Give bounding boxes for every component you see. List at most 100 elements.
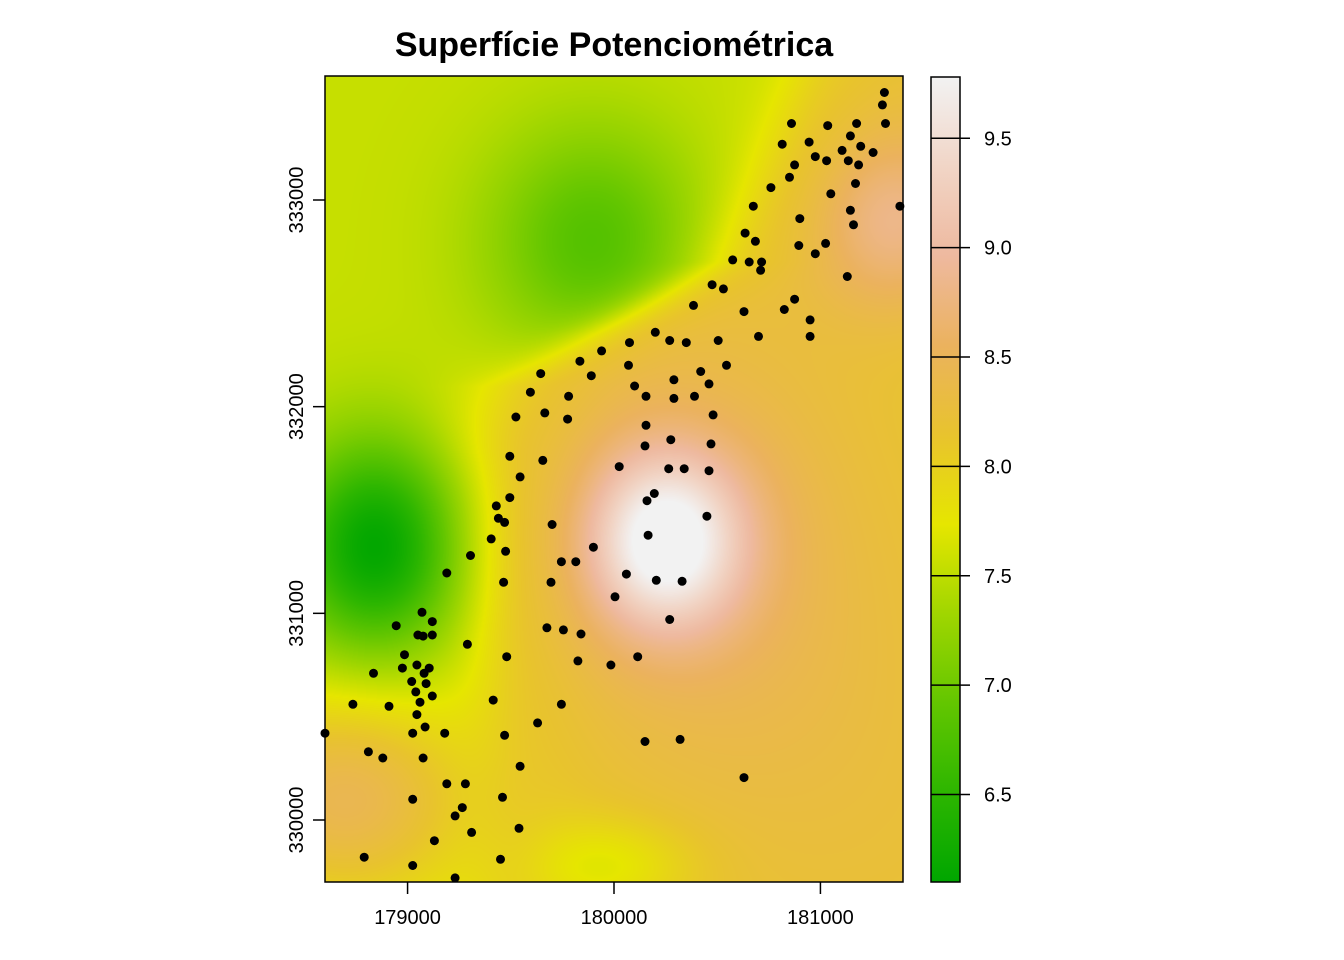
well-point: [442, 568, 452, 578]
well-point: [411, 687, 421, 697]
well-point: [564, 391, 574, 401]
well-point: [533, 718, 543, 728]
well-point: [514, 823, 524, 833]
well-point: [556, 699, 566, 709]
well-point: [649, 489, 659, 498]
y-axis: 330000 331000 332000 333000: [286, 167, 325, 854]
well-point: [348, 699, 358, 709]
well-point: [856, 141, 866, 151]
well-point: [505, 451, 515, 461]
well-point: [805, 315, 815, 325]
well-point: [665, 336, 675, 345]
well-point: [641, 391, 651, 401]
well-point: [624, 360, 633, 370]
well-point: [895, 201, 905, 211]
well-point: [790, 160, 800, 170]
chart-title: Superfície Potenciométrica: [395, 26, 834, 64]
y-tick-label: 330000: [286, 787, 308, 854]
well-point: [790, 294, 800, 304]
well-point: [877, 100, 887, 110]
well-point: [704, 379, 714, 389]
colorbar-tick-label: 7.5: [984, 566, 1012, 588]
well-point: [868, 148, 878, 157]
well-point: [739, 773, 749, 783]
well-point: [486, 534, 496, 544]
colorbar-tick-label: 9.0: [984, 238, 1012, 260]
well-point: [614, 462, 624, 472]
well-point: [677, 576, 687, 586]
well-point: [610, 592, 620, 602]
well-point: [391, 621, 401, 631]
well-point: [462, 639, 472, 649]
well-point: [563, 414, 573, 424]
well-point: [750, 236, 760, 246]
well-point: [429, 836, 439, 846]
well-point: [450, 811, 460, 821]
well-point: [542, 623, 552, 633]
well-point: [547, 520, 557, 529]
well-point: [664, 464, 674, 474]
well-point: [748, 201, 758, 211]
well-point: [606, 660, 616, 670]
well-point: [538, 455, 548, 465]
well-point: [740, 228, 750, 238]
well-point: [408, 728, 418, 738]
well-point: [707, 280, 717, 290]
x-axis: 179000 180000 181000: [374, 882, 854, 929]
colorbar-tick-label: 7.0: [984, 675, 1012, 697]
well-point: [651, 575, 661, 585]
well-point: [810, 152, 820, 162]
well-point: [837, 145, 847, 155]
well-point: [415, 697, 425, 707]
well-point: [467, 827, 477, 837]
well-point: [779, 305, 789, 314]
well-point: [597, 346, 607, 356]
well-point: [576, 629, 586, 639]
well-point: [501, 546, 511, 556]
well-point: [665, 615, 675, 624]
well-point: [633, 652, 643, 662]
x-tick-label: 180000: [581, 907, 648, 929]
potentiometric-surface: [325, 76, 903, 882]
well-point: [675, 734, 685, 744]
well-point: [460, 779, 470, 789]
well-point: [881, 119, 890, 128]
well-point: [852, 119, 862, 128]
well-point: [785, 172, 794, 182]
well-point: [739, 307, 749, 317]
well-point: [843, 156, 853, 166]
well-point: [621, 569, 631, 579]
well-point: [690, 391, 699, 401]
well-point: [669, 393, 679, 403]
well-point: [625, 338, 634, 348]
well-point: [744, 257, 754, 267]
well-point: [515, 761, 525, 771]
well-point: [575, 356, 585, 366]
x-tick-label: 181000: [787, 907, 854, 929]
well-point: [500, 730, 510, 740]
well-point: [713, 336, 723, 345]
well-point: [505, 493, 515, 503]
well-point: [450, 873, 460, 883]
well-point: [417, 607, 427, 617]
well-point: [706, 439, 716, 449]
x-tick-label: 179000: [374, 907, 441, 929]
well-point: [826, 189, 836, 199]
well-point: [640, 737, 650, 746]
well-point: [666, 435, 676, 445]
well-point: [418, 753, 428, 763]
well-point: [728, 255, 738, 265]
colorbar-tick-label: 9.5: [984, 128, 1012, 150]
well-point: [643, 530, 653, 540]
well-point: [546, 577, 556, 587]
y-tick-label: 333000: [286, 167, 308, 234]
well-point: [491, 501, 501, 511]
well-point: [851, 179, 860, 188]
well-point: [556, 557, 566, 567]
colorbar: [930, 76, 961, 883]
well-point: [718, 284, 728, 294]
well-point: [424, 663, 434, 673]
colorbar-tick-label: 8.0: [984, 456, 1012, 478]
well-point: [440, 728, 450, 738]
well-point: [679, 464, 689, 474]
